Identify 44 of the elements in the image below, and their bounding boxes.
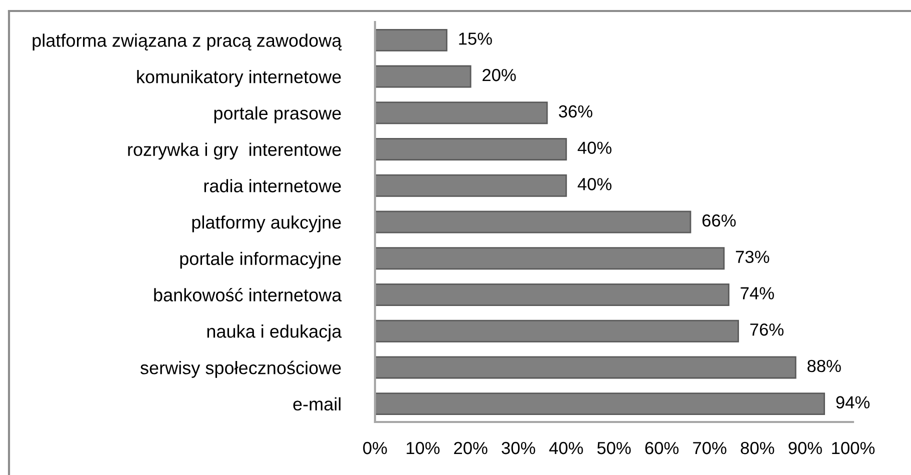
x-tick-label: 30% <box>502 442 536 454</box>
data-label: 88% <box>808 360 841 372</box>
y-tick-label: e-mail <box>293 397 340 411</box>
y-tick-label: platformy aukcyjne <box>192 215 341 232</box>
y-tick-label: radia internetowe <box>204 179 341 192</box>
x-tick-label: 100% <box>832 442 875 454</box>
x-tick-label: 90% <box>788 442 822 454</box>
data-label: 76% <box>750 323 784 336</box>
data-label: 40% <box>578 142 612 154</box>
bar <box>375 392 826 416</box>
y-tick-label: portale prasowe <box>214 106 341 124</box>
bar <box>375 174 567 197</box>
bar <box>375 28 448 52</box>
bar <box>375 65 472 88</box>
x-tick-label: 0% <box>363 442 387 454</box>
bar <box>375 210 692 234</box>
data-label: 20% <box>482 68 516 82</box>
y-tick-label: komunikatory internetowe <box>137 70 341 87</box>
bar <box>375 320 739 342</box>
bar <box>375 102 548 124</box>
x-tick-label: 10% <box>406 442 440 454</box>
y-tick-label: portale informacyjne <box>180 252 341 269</box>
bar <box>375 247 725 270</box>
y-tick-label: rozrywka i gry interentowe <box>128 142 341 160</box>
x-tick-label: 50% <box>597 442 631 454</box>
data-label: 73% <box>736 250 770 264</box>
x-tick-label: 20% <box>454 442 488 454</box>
data-label: 94% <box>836 396 870 408</box>
data-label: 66% <box>702 214 736 227</box>
bar <box>375 283 730 306</box>
x-tick-label: 80% <box>740 442 774 454</box>
y-tick-label: nauka i edukacja <box>207 324 342 342</box>
data-label: 36% <box>558 105 592 118</box>
x-tick-label: 40% <box>549 442 583 454</box>
x-tick-label: 60% <box>645 442 679 454</box>
data-label: 15% <box>459 32 492 45</box>
data-label: 74% <box>740 287 774 300</box>
bar <box>375 138 567 161</box>
y-tick-label: serwisy społecznościowe <box>140 360 341 378</box>
data-label: 40% <box>578 178 612 190</box>
y-tick-label: platforma związana z pracą zawodową <box>32 34 342 50</box>
x-tick-label: 70% <box>693 442 726 454</box>
bar <box>375 356 796 379</box>
y-tick-label: bankowość internetowa <box>154 288 342 302</box>
